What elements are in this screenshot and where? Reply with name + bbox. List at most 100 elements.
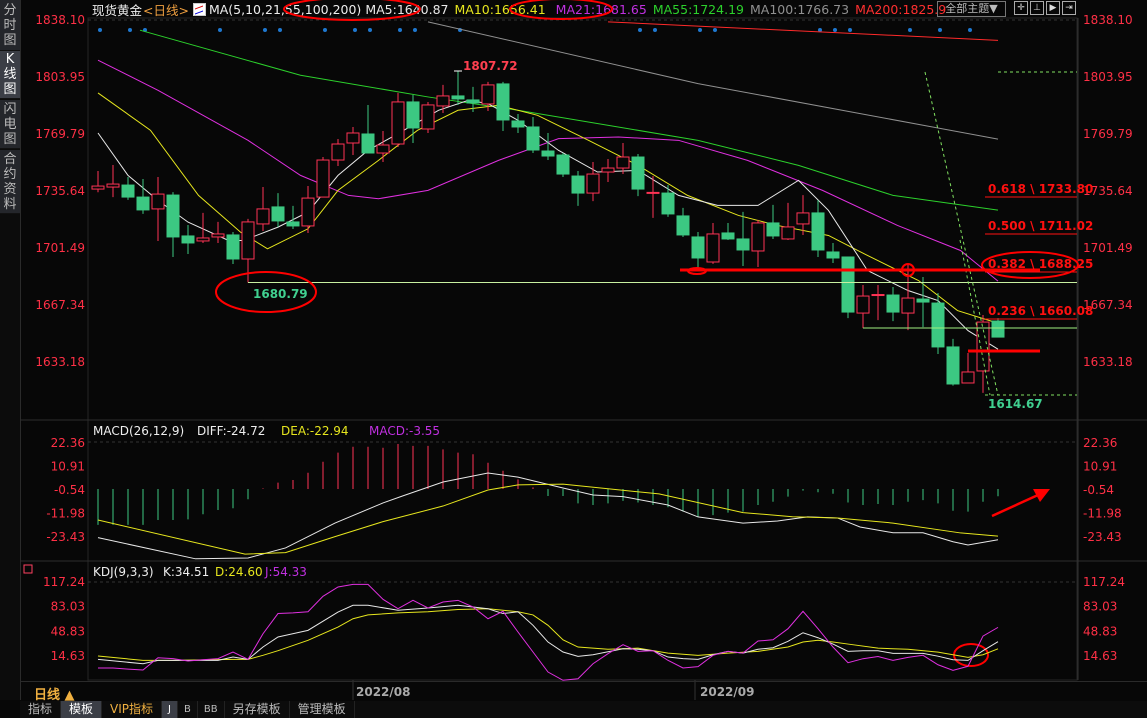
candle-body [121, 184, 135, 198]
price-axis-left-tick: 1701.49 [35, 241, 85, 255]
candle-body [796, 212, 810, 225]
price-axis-right-tick: 1667.34 [1083, 298, 1133, 312]
event-marker-icon [353, 28, 357, 32]
candle [541, 132, 555, 161]
kdj-axis-right-tick: 14.63 [1083, 649, 1117, 663]
tab-templates[interactable]: 模板 [61, 701, 103, 718]
candle [511, 113, 525, 133]
indicator-icon[interactable] [192, 3, 206, 16]
candle-body [241, 221, 255, 260]
event-marker-icon [263, 28, 267, 32]
candle [481, 81, 495, 111]
candle-body [391, 101, 405, 145]
candle [451, 70, 465, 105]
candle-body [271, 206, 285, 222]
candle-body [961, 371, 975, 384]
tab-b[interactable]: B [178, 701, 198, 718]
candle [916, 277, 930, 328]
tab-manage-templates[interactable]: 管理模板 [290, 701, 355, 718]
candle [856, 285, 870, 329]
candle [826, 242, 840, 263]
candle-body [346, 132, 360, 144]
high-price-label: 1807.72 [463, 59, 518, 73]
candle-body [646, 191, 660, 194]
sidebar-tab-2[interactable]: 闪电图 [0, 100, 20, 149]
tab-indicators[interactable]: 指标 [20, 701, 62, 718]
candle-body [451, 95, 465, 100]
jump-end-icon[interactable]: ⇥ [1062, 1, 1076, 15]
candle [91, 171, 105, 193]
candle [616, 142, 630, 175]
candle-body [406, 101, 420, 129]
candle-body [481, 84, 495, 105]
highlight-ellipse [981, 251, 1079, 279]
ma100-line [427, 21, 999, 140]
candle [121, 177, 135, 200]
crosshair-icon[interactable]: ✛ [1014, 1, 1028, 15]
candle-body [226, 234, 240, 260]
candle-body [376, 144, 390, 154]
candle-body [256, 208, 270, 225]
sidebar-tab-char: 料 [3, 196, 17, 212]
candle [571, 171, 585, 206]
price-axis-left-tick: 1838.10 [35, 13, 85, 27]
candle-body [151, 193, 165, 210]
candle [721, 222, 735, 240]
sidebar-tab-char: 电 [3, 116, 17, 132]
tab-vip-indicators[interactable]: VIP指标 [102, 701, 163, 718]
arrow-head-icon [1033, 489, 1050, 502]
sidebar-tab-0[interactable]: 分时图 [0, 0, 20, 51]
candle [106, 165, 120, 198]
tab-bb[interactable]: BB [198, 701, 225, 718]
event-marker-icon [98, 28, 102, 32]
kdj-axis-left-tick: 117.24 [43, 575, 85, 589]
candle [991, 318, 1005, 338]
range-icon[interactable]: ⊥ [1030, 1, 1044, 15]
price-axis-left-tick: 1803.95 [35, 70, 85, 84]
tab-j[interactable]: J [162, 701, 178, 718]
candle [556, 153, 570, 178]
kdj-axis-left-tick: 48.83 [51, 624, 85, 638]
candle [706, 222, 720, 264]
candle [736, 211, 750, 266]
candle-body [841, 256, 855, 313]
candle [646, 176, 660, 218]
candle-body [616, 156, 630, 169]
candle-body [316, 159, 330, 198]
candle-body [496, 83, 510, 121]
period-tag[interactable]: <日线> [143, 3, 189, 18]
candle-body [661, 192, 675, 215]
candle [286, 205, 300, 229]
price-axis-left-tick: 1667.34 [35, 298, 85, 312]
event-marker-icon [638, 28, 642, 32]
macd-axis-left-tick: 10.91 [51, 460, 85, 474]
theme-select-button[interactable]: 全部主题▼ [937, 1, 1006, 17]
candle-body [511, 120, 525, 128]
candle-body [871, 294, 885, 297]
candle-body [211, 233, 225, 238]
candle [331, 138, 345, 167]
kdj-settings-icon [23, 564, 33, 574]
sidebar-tab-3[interactable]: 合约资料 [0, 150, 20, 214]
chart-canvas[interactable]: 1838.10 1838.10 1803.95 1803.95 1769.79 1769.… [0, 0, 1147, 700]
period-selector[interactable]: 日线 ▲ [34, 688, 75, 703]
candle [301, 186, 315, 233]
event-marker-icon [908, 28, 912, 32]
event-marker-icon [653, 28, 657, 32]
dea-value: DEA:-22.94 [281, 424, 349, 438]
event-marker-icon [278, 28, 282, 32]
candle-body [751, 222, 765, 252]
candle-body [826, 251, 840, 259]
candle-body [766, 222, 780, 237]
macd-axis-left-tick: -0.54 [54, 483, 85, 497]
macd-axis-right-tick: -0.54 [1083, 483, 1114, 497]
event-marker-icon [698, 28, 702, 32]
play-icon[interactable]: ▶ [1046, 1, 1060, 15]
candle-body [721, 232, 735, 240]
candle [421, 101, 435, 133]
candle-body [976, 321, 990, 372]
ma200-line [607, 21, 999, 41]
highlight-ellipse [215, 271, 317, 313]
tab-save-template[interactable]: 另存模板 [225, 701, 290, 718]
